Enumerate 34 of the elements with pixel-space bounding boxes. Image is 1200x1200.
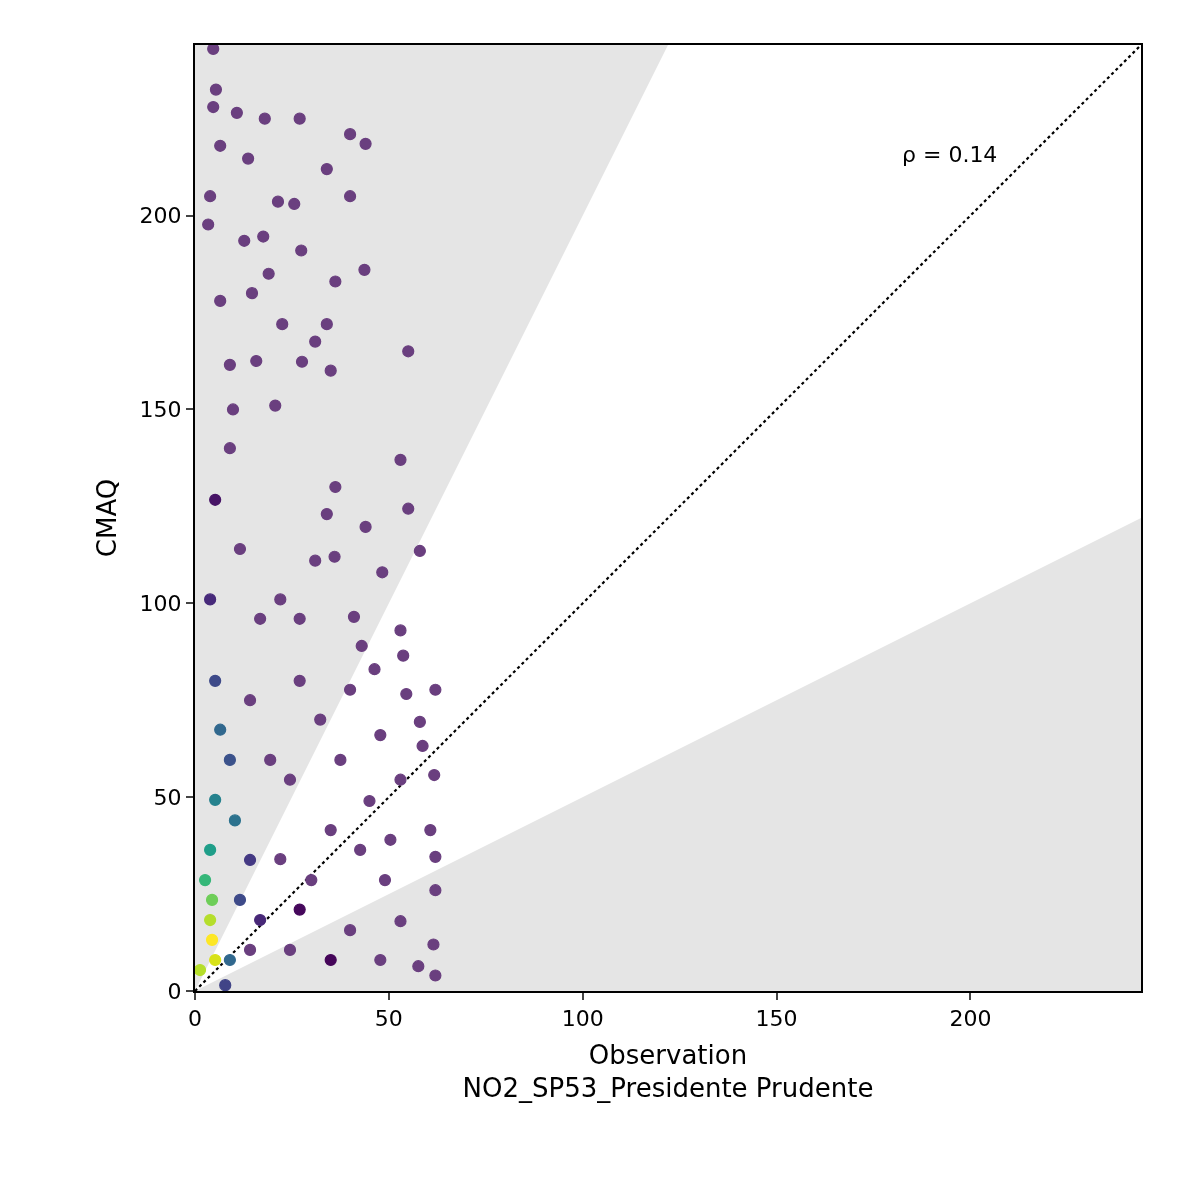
- point: [205, 933, 219, 946]
- point: [209, 674, 222, 687]
- point: [209, 953, 222, 967]
- y-tick-label: 0: [167, 978, 182, 1004]
- y-tick-label: 150: [139, 397, 182, 423]
- point: [205, 893, 219, 906]
- x-tick-label: 50: [374, 1006, 403, 1032]
- point: [209, 793, 222, 806]
- point: [209, 493, 222, 506]
- point: [233, 893, 247, 906]
- x-tick-label: 100: [561, 1006, 604, 1032]
- point: [204, 913, 217, 927]
- point: [243, 853, 257, 867]
- point: [223, 953, 236, 967]
- y-tick-label: 100: [139, 591, 182, 616]
- x-axis-title: Observation NO2_SP53_Presidente Prudente: [462, 1039, 874, 1104]
- x-tick-label: 0: [188, 1006, 202, 1032]
- point: [198, 874, 212, 887]
- point: [204, 843, 217, 856]
- point: [254, 913, 267, 927]
- x-tick-label: 150: [755, 1006, 798, 1032]
- point: [204, 593, 217, 606]
- y-tick-label: 50: [153, 784, 182, 810]
- annotation: ρ = 0.14: [902, 142, 998, 167]
- point: [223, 753, 236, 767]
- point: [324, 953, 337, 967]
- point: [195, 963, 207, 977]
- point: [293, 903, 306, 916]
- x-tick-label: 200: [949, 1006, 992, 1032]
- point: [228, 814, 242, 827]
- point: [214, 723, 227, 736]
- y-tick-label: 200: [139, 203, 182, 229]
- y-axis-title: CMAQ: [92, 478, 123, 558]
- point: [219, 979, 232, 991]
